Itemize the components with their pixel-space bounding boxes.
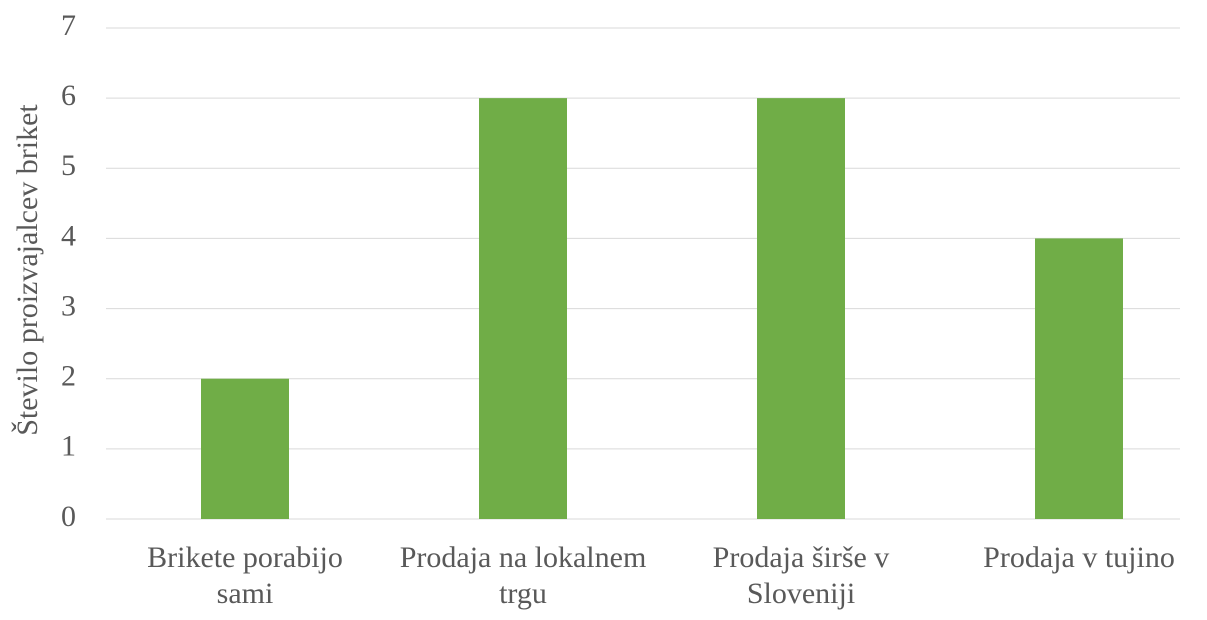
x-tick-label: Prodaja širše v Sloveniji bbox=[712, 541, 890, 610]
bar bbox=[1035, 238, 1123, 519]
x-tick-label: Prodaja v tujino bbox=[983, 541, 1175, 574]
y-tick-label: 4 bbox=[61, 219, 76, 252]
y-tick-label: 7 bbox=[61, 9, 76, 42]
y-axis-label: Število proizvajalcev briket bbox=[11, 104, 44, 436]
x-tick-label: Prodaja na lokalnem trgu bbox=[399, 541, 647, 610]
y-tick-label: 1 bbox=[61, 430, 76, 463]
bar bbox=[201, 378, 289, 519]
y-tick-label: 3 bbox=[61, 289, 76, 322]
x-tick-label: Brikete porabijo sami bbox=[147, 541, 343, 610]
y-tick-label: 2 bbox=[61, 360, 76, 393]
bar bbox=[757, 98, 845, 520]
y-tick-label: 5 bbox=[61, 149, 76, 182]
y-tick-label: 6 bbox=[61, 79, 76, 112]
bar bbox=[479, 98, 567, 520]
y-tick-label: 0 bbox=[61, 500, 76, 533]
